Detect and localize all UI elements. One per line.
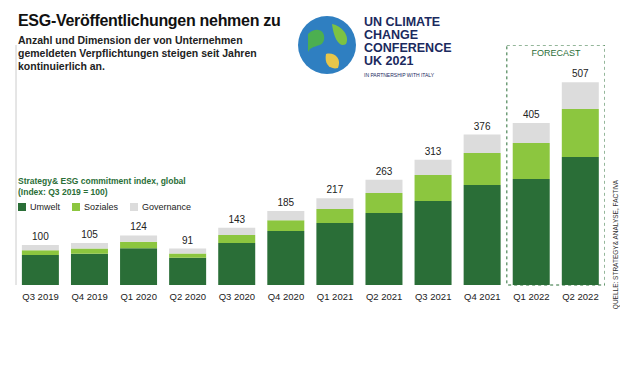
svg-text:Q2 2022: Q2 2022 [562, 291, 598, 302]
html-text:Strategy& ESG commitment index: Strategy& ESG commitment index, global [18, 176, 186, 186]
svg-text:217: 217 [327, 184, 344, 195]
html-text:CHANGE: CHANGE [364, 28, 419, 42]
html-text:UK 2021: UK 2021 [364, 54, 414, 68]
html-text:CONFERENCE: CONFERENCE [364, 41, 452, 55]
svg-text:263: 263 [376, 166, 393, 177]
html-text:IN PARTNERSHIP WITH ITALY: IN PARTNERSHIP WITH ITALY [364, 72, 435, 78]
svg-text:Q4 2020: Q4 2020 [268, 291, 304, 302]
svg-text:405: 405 [523, 109, 540, 120]
svg-text:Q2 2020: Q2 2020 [170, 291, 206, 302]
html-text:Umwelt: Umwelt [30, 202, 60, 212]
html-text:(Index: Q3 2019 = 100): (Index: Q3 2019 = 100) [18, 187, 108, 197]
html-text:Soziales: Soziales [84, 202, 118, 212]
html-text:ESG-Veröffentlichungen nehmen: ESG-Veröffentlichungen nehmen zu [18, 12, 281, 29]
svg-text:Q3 2019: Q3 2019 [22, 291, 58, 302]
svg-text:FORECAST: FORECAST [531, 48, 581, 58]
html-text:Governance: Governance [142, 202, 192, 212]
svg-text:376: 376 [474, 121, 491, 132]
svg-text:Q1 2020: Q1 2020 [120, 291, 156, 302]
svg-text:91: 91 [182, 235, 194, 246]
svg-text:Q4 2021: Q4 2021 [464, 291, 500, 302]
svg-text:185: 185 [277, 197, 294, 208]
html-text:UN CLIMATE: UN CLIMATE [364, 15, 441, 29]
svg-text:Q3 2021: Q3 2021 [415, 291, 451, 302]
svg-text:105: 105 [81, 229, 98, 240]
svg-text:Q1 2022: Q1 2022 [513, 291, 549, 302]
svg-text:Q1 2021: Q1 2021 [317, 291, 353, 302]
html-text:Anzahl und Dimension der von U: Anzahl und Dimension der von Unternehmen… [18, 34, 257, 72]
svg-text:313: 313 [425, 146, 442, 157]
svg-text:124: 124 [130, 221, 147, 232]
svg-text:100: 100 [32, 231, 49, 242]
svg-text:143: 143 [228, 214, 245, 225]
svg-text:Q3 2020: Q3 2020 [219, 291, 255, 302]
html-text:QUELLE: STRATEGY& ANALYSE, FAC: QUELLE: STRATEGY& ANALYSE, FACTIVA [611, 179, 619, 310]
svg-text:Q2 2021: Q2 2021 [366, 291, 402, 302]
svg-text:Q4 2019: Q4 2019 [71, 291, 107, 302]
svg-text:507: 507 [572, 68, 589, 79]
